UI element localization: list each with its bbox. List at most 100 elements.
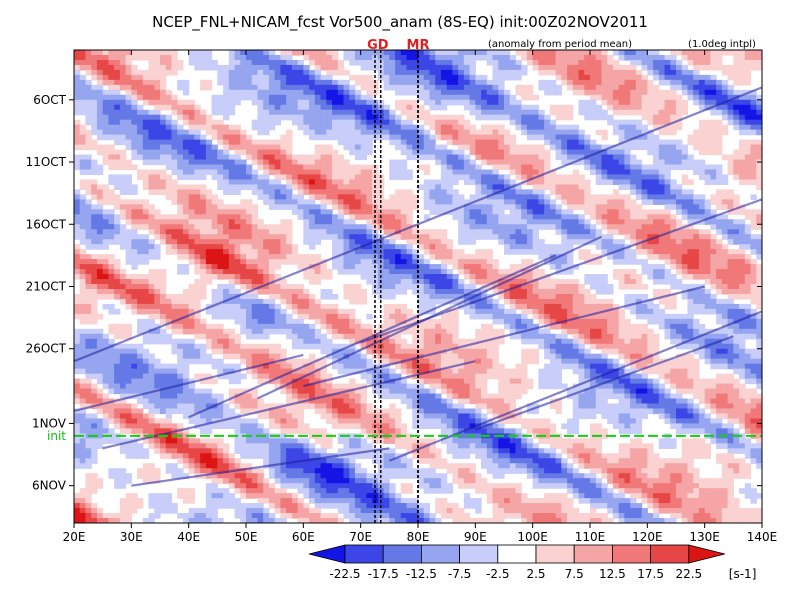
field-cell xyxy=(395,119,402,126)
field-cell xyxy=(739,89,746,96)
field-cell xyxy=(549,209,557,215)
field-cell xyxy=(263,249,270,255)
field-cell xyxy=(223,134,230,141)
field-cell xyxy=(274,84,281,91)
field-cell xyxy=(733,74,740,81)
field-cell xyxy=(251,269,259,275)
field-cell xyxy=(635,169,643,176)
field-cell xyxy=(607,254,614,260)
field-cell xyxy=(182,199,190,205)
field-cell xyxy=(349,124,356,131)
field-cell xyxy=(303,214,310,220)
field-cell xyxy=(463,254,471,260)
field-cell xyxy=(125,259,132,265)
field-cell xyxy=(217,219,224,225)
field-cell xyxy=(171,169,178,176)
field-cell xyxy=(114,64,121,71)
field-cell xyxy=(303,234,310,240)
field-cell xyxy=(91,144,98,151)
field-cell xyxy=(676,144,683,151)
field-cell xyxy=(200,214,207,220)
field-cell xyxy=(108,74,115,81)
field-cell xyxy=(343,184,350,191)
field-cell xyxy=(194,104,201,111)
field-cell xyxy=(165,114,173,121)
field-cell xyxy=(148,303,155,310)
field-cell xyxy=(698,264,706,270)
field-cell xyxy=(446,119,453,126)
field-cell xyxy=(366,219,373,225)
field-cell xyxy=(395,64,402,71)
field-cell xyxy=(578,239,585,245)
field-cell xyxy=(171,54,178,61)
chart-title: NCEP_FNL+NICAM_fcst Vor500_anam (8S-EQ) … xyxy=(152,13,648,32)
field-cell xyxy=(96,209,104,215)
field-cell xyxy=(739,69,746,76)
field-cell xyxy=(475,114,482,121)
field-cell xyxy=(515,84,522,91)
field-cell xyxy=(354,50,362,56)
field-cell xyxy=(440,50,448,56)
field-cell xyxy=(750,279,757,285)
field-cell xyxy=(286,159,293,166)
field-cell xyxy=(194,204,201,210)
field-cell xyxy=(710,194,717,200)
field-cell xyxy=(205,204,213,210)
field-cell xyxy=(303,169,310,176)
field-cell xyxy=(532,199,539,205)
field-cell xyxy=(440,298,448,305)
field-cell xyxy=(538,298,545,305)
field-cell xyxy=(286,164,293,171)
field-cell xyxy=(85,288,92,295)
field-cell xyxy=(693,94,700,101)
field-cell xyxy=(418,288,425,295)
field-cell xyxy=(549,129,557,136)
field-cell xyxy=(509,244,517,250)
field-cell xyxy=(526,54,534,61)
field-cell xyxy=(475,189,482,195)
field-cell xyxy=(727,279,734,285)
field-cell xyxy=(567,159,574,166)
field-cell xyxy=(74,89,81,96)
field-cell xyxy=(223,169,230,176)
field-cell xyxy=(131,249,138,255)
field-cell xyxy=(630,204,637,210)
field-cell xyxy=(658,264,666,270)
field-cell xyxy=(182,174,190,181)
field-cell xyxy=(91,159,98,166)
field-cell xyxy=(188,59,195,66)
field-cell xyxy=(165,104,173,111)
field-cell xyxy=(584,144,591,151)
field-cell xyxy=(658,109,666,116)
field-cell xyxy=(326,134,333,141)
field-cell xyxy=(297,124,304,131)
field-cell xyxy=(194,114,201,121)
field-cell xyxy=(716,199,723,205)
field-cell xyxy=(280,139,287,146)
field-cell xyxy=(131,229,138,235)
field-cell xyxy=(383,50,390,56)
field-cell xyxy=(79,54,87,61)
field-cell xyxy=(670,64,677,71)
field-cell xyxy=(630,209,637,215)
field-cell xyxy=(664,214,671,220)
field-cell xyxy=(584,164,591,171)
field-cell xyxy=(142,134,150,141)
field-cell xyxy=(268,254,276,260)
field-cell xyxy=(744,64,752,71)
field-cell xyxy=(418,284,425,290)
field-cell xyxy=(440,154,448,161)
field-cell xyxy=(102,159,109,166)
field-cell xyxy=(142,174,150,181)
field-cell xyxy=(716,179,723,186)
field-cell xyxy=(131,164,138,171)
field-cell xyxy=(584,109,591,116)
field-cell xyxy=(131,84,138,91)
field-cell xyxy=(469,209,476,215)
field-cell xyxy=(102,209,109,215)
field-cell xyxy=(223,109,230,116)
field-cell xyxy=(435,274,442,280)
field-cell xyxy=(733,104,740,111)
field-cell xyxy=(727,189,734,195)
field-cell xyxy=(131,189,138,195)
